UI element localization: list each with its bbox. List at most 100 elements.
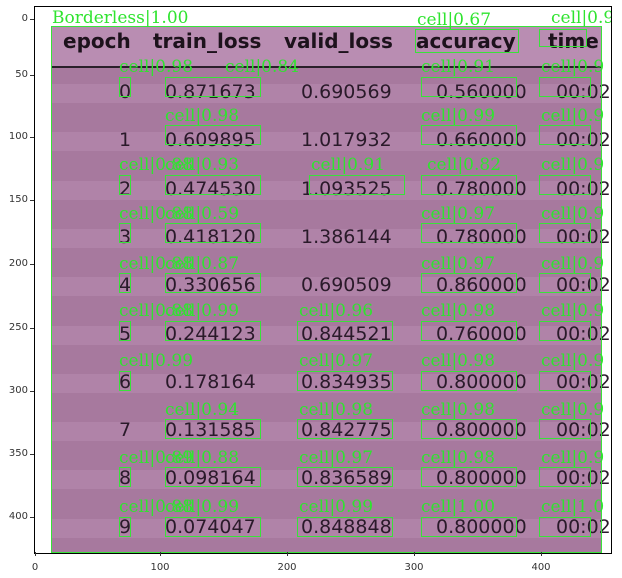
row-stripe (51, 518, 602, 538)
x-tick-label: 100 (150, 562, 170, 573)
cell-detection-box (421, 77, 517, 97)
column-header-accuracy: accuracy (416, 29, 516, 53)
cell-detection-box (539, 77, 591, 97)
table-cell-accuracy: 0.560000 (436, 81, 527, 103)
table-cell-time: 00:02 (556, 515, 611, 538)
cell-detection-label: cell|0.93 (165, 155, 240, 175)
table-detection-label: Borderless|1.00 (52, 8, 189, 28)
cell-detection-box (165, 175, 261, 195)
table-cell-epoch: 1 (119, 129, 132, 152)
table-detection-box (51, 26, 602, 553)
x-tick-label: 200 (277, 562, 297, 573)
cell-detection-label: cell|0.88 (119, 301, 194, 321)
image-plot-area: epoch train_loss valid_loss accuracy time 0 0.… (34, 6, 612, 554)
cell-detection-label: cell|0.84 (225, 57, 300, 77)
cell-detection-label: cell|0.59 (165, 204, 240, 224)
cell-detection-box (421, 467, 517, 487)
table-cell-train-loss: 0.609895 (165, 129, 256, 152)
table-cell-time: 00:02 (556, 419, 611, 442)
table-cell-time: 00:02 (556, 274, 611, 297)
y-tick-label: 200 (8, 258, 28, 269)
table-cell-accuracy: 0.860000 (436, 274, 527, 297)
column-header-time: time (548, 29, 599, 53)
y-tick-mark (30, 75, 34, 76)
cell-detection-label: cell|0.99 (165, 301, 240, 321)
cell-detection-box (421, 273, 517, 293)
cell-detection-label: cell|0.94 (165, 400, 240, 420)
table-cell-epoch: 6 (119, 370, 132, 393)
table-cell-epoch: 4 (119, 274, 132, 297)
cell-detection-box (119, 77, 131, 97)
table-cell-valid-loss: 1.017932 (301, 129, 392, 152)
cell-detection-label: cell|0.9 (541, 254, 605, 274)
y-tick-mark (30, 19, 34, 20)
table-cell-accuracy: 0.800000 (436, 515, 527, 538)
cell-detection-label: cell|0.9 (541, 448, 605, 468)
cell-detection-box (539, 419, 591, 439)
cell-detection-label: cell|0.98 (299, 400, 374, 420)
column-header-valid-loss: valid_loss (284, 29, 393, 53)
y-tick-label: 100 (8, 131, 28, 142)
table-cell-accuracy: 0.800000 (436, 419, 527, 442)
table-cell-time: 00:02 (556, 322, 611, 345)
table-cell-accuracy: 0.660000 (436, 129, 527, 152)
row-stripe (51, 325, 602, 345)
header-rule (51, 66, 602, 68)
cell-detection-box (165, 223, 261, 243)
y-tick-label: 400 (8, 511, 28, 522)
table-cell-valid-loss: 0.690509 (301, 274, 392, 297)
cell-detection-box (165, 77, 261, 97)
table-cell-train-loss: 0.131585 (165, 419, 256, 442)
cell-detection-label: cell|1.0 (541, 497, 605, 517)
table-cell-valid-loss: 0.844521 (301, 322, 392, 345)
y-tick-mark (30, 264, 34, 265)
cell-detection-label: cell|0.97 (299, 448, 374, 468)
cell-detection-label: cell|0.89 (119, 448, 194, 468)
table-cell-train-loss: 0.330656 (165, 274, 256, 297)
table-cell-epoch: 5 (119, 322, 132, 345)
y-tick-label: 250 (8, 322, 28, 333)
cell-detection-label: cell|0.99 (165, 497, 240, 517)
table-cell-valid-loss: 0.836589 (301, 467, 392, 490)
cell-detection-label: cell|0.97 (299, 351, 374, 371)
cell-detection-label: cell|0.98 (165, 106, 240, 126)
cell-detection-label: cell|0.99 (299, 497, 374, 517)
y-tick-label: 150 (8, 194, 28, 205)
cell-detection-box (119, 517, 131, 537)
table-cell-valid-loss: 1.386144 (301, 225, 392, 248)
cell-detection-box (119, 371, 131, 391)
cell-detection-box (309, 175, 405, 195)
cell-detection-box (539, 321, 591, 341)
cell-detection-box (165, 419, 261, 439)
cell-detection-label: cell|0.88 (119, 497, 194, 517)
x-tick-mark (160, 552, 161, 556)
cell-detection-label: cell|0.99 (119, 351, 194, 371)
cell-detection-label: cell|0.91 (311, 155, 386, 175)
y-tick-mark (30, 200, 34, 201)
x-tick-mark (414, 552, 415, 556)
x-tick-label: 400 (531, 562, 551, 573)
cell-detection-box (297, 467, 393, 487)
cell-detection-box (119, 175, 131, 195)
table-cell-epoch: 7 (119, 419, 132, 442)
cell-detection-box (421, 517, 517, 537)
cell-detection-label: cell|0.9 (541, 400, 605, 420)
cell-detection-box (415, 29, 519, 53)
row-stripe (51, 373, 602, 393)
cell-detection-box (539, 371, 591, 391)
cell-detection-box (297, 419, 393, 439)
cell-detection-box (539, 223, 591, 243)
row-stripe (51, 277, 602, 297)
table-cell-train-loss: 0.074047 (165, 515, 256, 538)
table-cell-time: 00:02 (556, 467, 611, 490)
cell-detection-label: cell|0.91 (421, 57, 496, 77)
y-tick-mark (30, 391, 34, 392)
cell-detection-box (421, 223, 517, 243)
row-stripe (51, 228, 602, 248)
cell-detection-box (297, 321, 393, 341)
cell-detection-label: cell|0.9 (541, 204, 605, 224)
y-tick-mark (30, 454, 34, 455)
table-cell-accuracy: 0.800000 (436, 467, 527, 490)
cell-detection-label: cell|0.9 (551, 8, 612, 28)
cell-detection-box (539, 273, 591, 293)
